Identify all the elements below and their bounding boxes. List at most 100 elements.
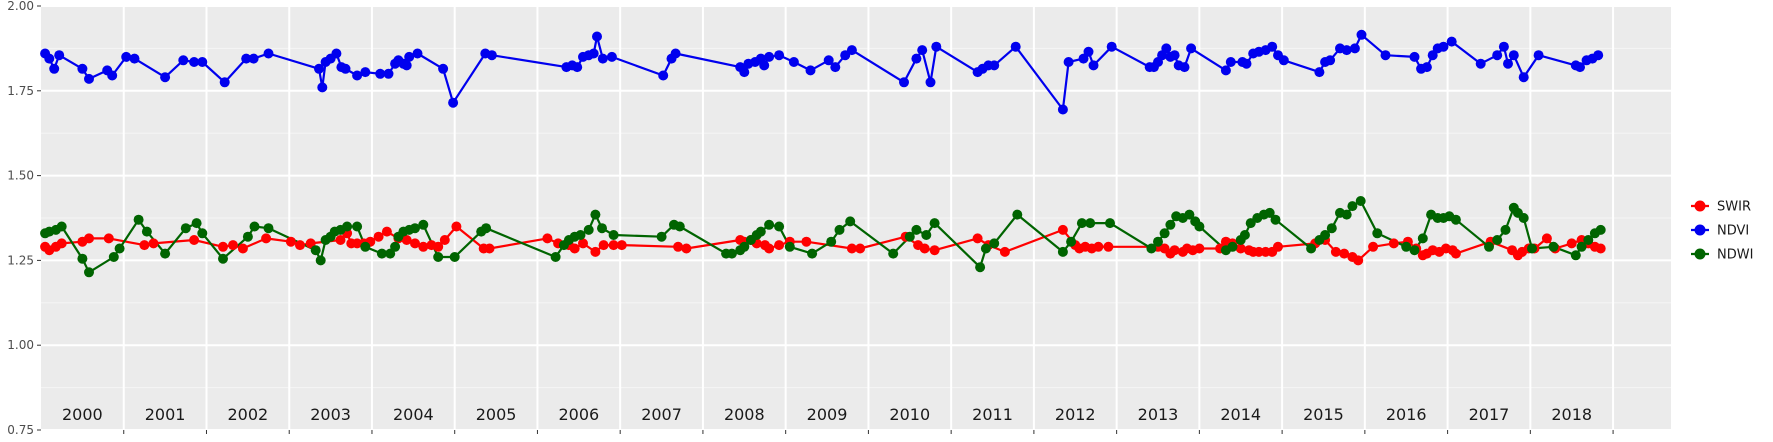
- year-label: 2013: [1138, 405, 1179, 424]
- data-point-swir: [418, 241, 429, 252]
- data-point-ndwi: [56, 221, 67, 232]
- data-point-ndwi: [575, 230, 586, 240]
- legend-key-swir: [1694, 200, 1706, 212]
- data-point-swir: [228, 240, 238, 251]
- data-point-ndwi: [774, 221, 785, 232]
- data-point-swir: [1169, 245, 1180, 256]
- data-point-ndwi: [1518, 213, 1529, 223]
- data-point-swir: [433, 241, 444, 252]
- data-point-ndwi: [133, 214, 144, 225]
- data-point-swir: [381, 226, 392, 237]
- data-point-ndwi: [834, 224, 845, 235]
- data-point-swir: [285, 236, 296, 247]
- data-point-ndvi: [404, 51, 415, 62]
- data-point-ndvi: [1063, 57, 1074, 67]
- data-point-ndwi: [911, 224, 922, 235]
- data-point-swir: [590, 246, 601, 257]
- data-point-swir: [598, 240, 609, 251]
- data-point-swir: [237, 243, 248, 254]
- data-point-ndvi: [77, 63, 88, 74]
- year-label: 2002: [227, 405, 268, 424]
- data-point-ndwi: [1583, 235, 1594, 245]
- data-point-ndwi: [590, 209, 601, 220]
- data-point-ndvi: [989, 60, 1000, 71]
- data-point-ndwi: [1500, 224, 1511, 235]
- data-point-ndvi: [44, 53, 55, 64]
- year-label: 2004: [393, 405, 434, 424]
- data-point-ndwi: [433, 252, 444, 262]
- year-label: 2011: [972, 405, 1013, 424]
- data-point-ndwi: [1270, 214, 1281, 225]
- data-point-ndwi: [242, 231, 253, 242]
- data-point-ndvi: [1349, 43, 1360, 54]
- data-point-swir: [410, 238, 420, 249]
- data-point-ndwi: [449, 252, 460, 262]
- data-point-ndvi: [1241, 58, 1252, 69]
- data-point-ndvi: [1161, 43, 1172, 54]
- data-point-ndvi: [317, 82, 328, 93]
- data-point-ndvi: [670, 48, 681, 59]
- data-point-ndwi: [597, 223, 607, 234]
- year-label: 2009: [807, 405, 848, 424]
- data-point-ndwi: [1184, 209, 1195, 220]
- year-label: 2000: [62, 405, 103, 424]
- data-point-swir: [616, 240, 627, 251]
- data-point-ndvi: [1492, 50, 1503, 61]
- data-point-ndvi: [219, 77, 230, 88]
- data-point-ndwi: [784, 241, 795, 252]
- data-point-ndvi: [1518, 72, 1529, 83]
- data-point-ndwi: [1595, 224, 1606, 235]
- data-point-ndwi: [141, 226, 152, 237]
- y-tick-label: 2.00: [7, 0, 34, 13]
- data-point-ndwi: [360, 241, 371, 252]
- data-point-ndvi: [1446, 36, 1457, 47]
- data-point-ndwi: [904, 231, 915, 242]
- data-point-ndvi: [1356, 29, 1367, 40]
- data-point-ndwi: [180, 223, 191, 234]
- data-point-ndvi: [1325, 55, 1336, 66]
- data-point-ndwi: [807, 248, 818, 259]
- data-point-swir: [295, 240, 305, 251]
- year-label: 2010: [889, 405, 930, 424]
- data-point-ndvi: [49, 63, 60, 74]
- data-point-swir: [801, 236, 812, 247]
- data-point-swir: [542, 233, 553, 244]
- data-point-swir: [148, 238, 159, 249]
- y-tick-label: 1.50: [7, 169, 34, 183]
- data-point-swir: [774, 240, 785, 251]
- legend-key-ndvi: [1694, 224, 1706, 236]
- data-point-ndvi: [1169, 50, 1180, 61]
- data-point-ndvi: [1503, 58, 1513, 69]
- data-point-ndwi: [1492, 235, 1503, 245]
- data-point-ndvi: [1106, 41, 1117, 52]
- data-point-ndvi: [805, 65, 816, 76]
- data-point-ndwi: [1527, 243, 1537, 254]
- data-point-ndwi: [1417, 233, 1428, 244]
- data-point-ndwi: [218, 253, 228, 264]
- data-point-ndwi: [1239, 230, 1250, 240]
- data-point-ndwi: [390, 241, 401, 252]
- data-point-swir: [1103, 241, 1114, 252]
- data-point-swir: [218, 241, 228, 252]
- data-point-ndvi: [197, 57, 208, 67]
- data-point-ndwi: [608, 230, 619, 240]
- data-point-ndvi: [588, 48, 599, 59]
- data-point-ndwi: [726, 248, 737, 259]
- data-point-swir: [1093, 241, 1104, 252]
- year-label: 2012: [1055, 405, 1096, 424]
- data-point-ndvi: [375, 68, 386, 79]
- data-point-swir: [103, 233, 114, 244]
- data-point-ndvi: [438, 63, 449, 74]
- legend: SWIR NDVI NDWI: [1691, 200, 1753, 263]
- data-point-ndwi: [1576, 241, 1587, 252]
- data-point-swir: [999, 246, 1010, 257]
- data-point-ndwi: [352, 221, 363, 232]
- data-point-ndvi: [314, 63, 324, 74]
- data-point-swir: [1273, 241, 1283, 252]
- data-point-ndvi: [1341, 45, 1352, 56]
- data-point-ndvi: [340, 63, 351, 74]
- data-point-swir: [1595, 243, 1606, 254]
- data-point-swir: [919, 243, 930, 254]
- data-point-ndwi: [263, 223, 274, 234]
- data-point-ndvi: [1267, 41, 1278, 52]
